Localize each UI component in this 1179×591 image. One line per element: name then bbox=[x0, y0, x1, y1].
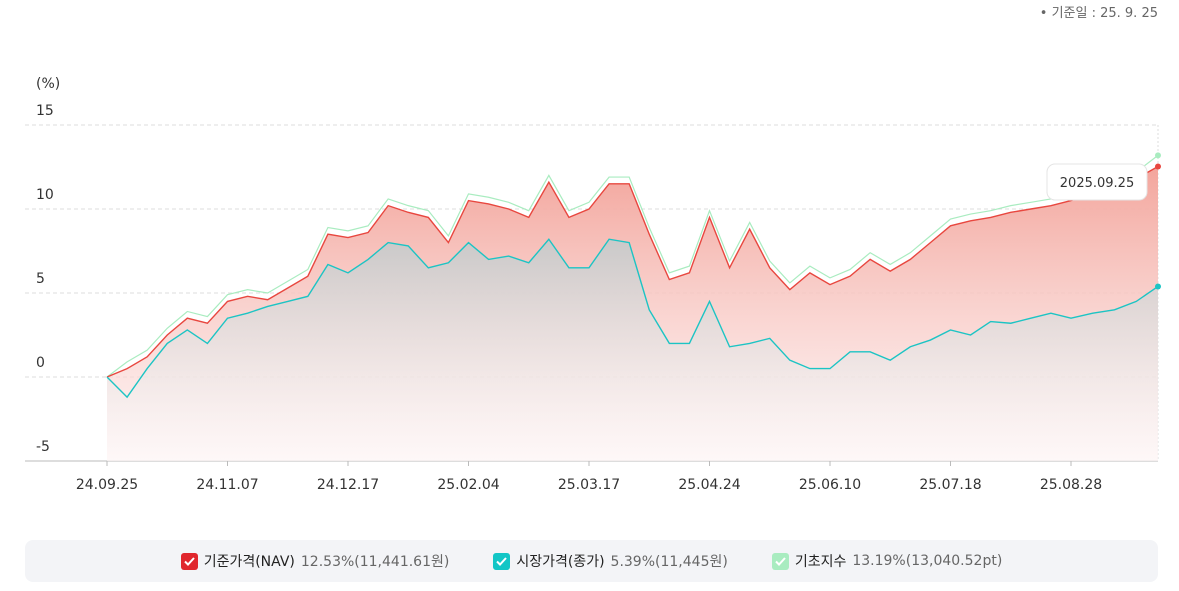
legend-value: 13.19%(13,040.52pt) bbox=[852, 553, 1003, 569]
end-point bbox=[1155, 163, 1161, 170]
x-tick-label: 25.02.04 bbox=[437, 477, 499, 493]
x-tick-label: 25.04.24 bbox=[678, 477, 740, 493]
x-tick-label: 24.09.25 bbox=[76, 477, 138, 493]
check-icon bbox=[775, 556, 786, 566]
x-tick-label: 24.11.07 bbox=[196, 477, 258, 493]
y-tick-label: 10 bbox=[36, 187, 54, 203]
legend-item[interactable]: 기초지수 13.19%(13,040.52pt) bbox=[771, 551, 1003, 571]
tooltip: 2025.09.25 bbox=[1046, 163, 1148, 201]
x-tick-label: 25.07.18 bbox=[919, 477, 981, 493]
end-point bbox=[1155, 152, 1161, 159]
end-point bbox=[1155, 283, 1161, 290]
legend-name: 기준가격(NAV) bbox=[203, 554, 295, 570]
tooltip-box bbox=[1046, 163, 1148, 201]
legend-checkbox[interactable] bbox=[180, 552, 198, 570]
legend-name: 기초지수 bbox=[794, 554, 847, 570]
y-tick-label: 15 bbox=[36, 103, 54, 119]
y-tick-label: 5 bbox=[36, 271, 45, 287]
x-tick-label: 24.12.17 bbox=[317, 477, 379, 493]
market-area bbox=[107, 239, 1158, 461]
series-line bbox=[106, 154, 1159, 378]
check-icon bbox=[183, 556, 195, 566]
legend: 기준가격(NAV) 12.53%(11,441.61원) 시장가격(종가) 5.39%… bbox=[25, 540, 1158, 582]
y-tick-label: 0 bbox=[36, 355, 45, 371]
check-icon bbox=[496, 556, 508, 566]
x-tick-label: 25.03.17 bbox=[558, 477, 620, 493]
y-tick-label: -5 bbox=[36, 439, 50, 455]
legend-item[interactable]: 시장가격(종가) 5.39%(11,445원) bbox=[493, 551, 728, 571]
reference-date-text: 기준일 : 25. 9. 25 bbox=[1051, 6, 1158, 21]
legend-checkbox[interactable] bbox=[493, 552, 511, 570]
tooltip-text: 2025.09.25 bbox=[1060, 176, 1134, 191]
series-line bbox=[106, 165, 1159, 378]
x-tick-label: 25.06.10 bbox=[799, 477, 861, 493]
legend-name: 시장가격(종가) bbox=[516, 554, 605, 570]
legend-value: 5.39%(11,445원) bbox=[610, 554, 728, 570]
chart: (%) 15 10 5 0 -5 24.09.25 24.11.07 24.12.17 25.0… bbox=[25, 76, 1161, 493]
x-tick-label: 25.08.28 bbox=[1040, 477, 1102, 493]
y-unit: (%) bbox=[36, 76, 60, 92]
legend-item[interactable]: 기준가격(NAV) 12.53%(11,441.61원) bbox=[180, 551, 450, 571]
reference-date: • 기준일 : 25. 9. 25 bbox=[1039, 6, 1158, 21]
legend-value: 12.53%(11,441.61원) bbox=[300, 554, 450, 570]
legend-checkbox[interactable] bbox=[771, 552, 789, 570]
series-line bbox=[106, 238, 1159, 399]
